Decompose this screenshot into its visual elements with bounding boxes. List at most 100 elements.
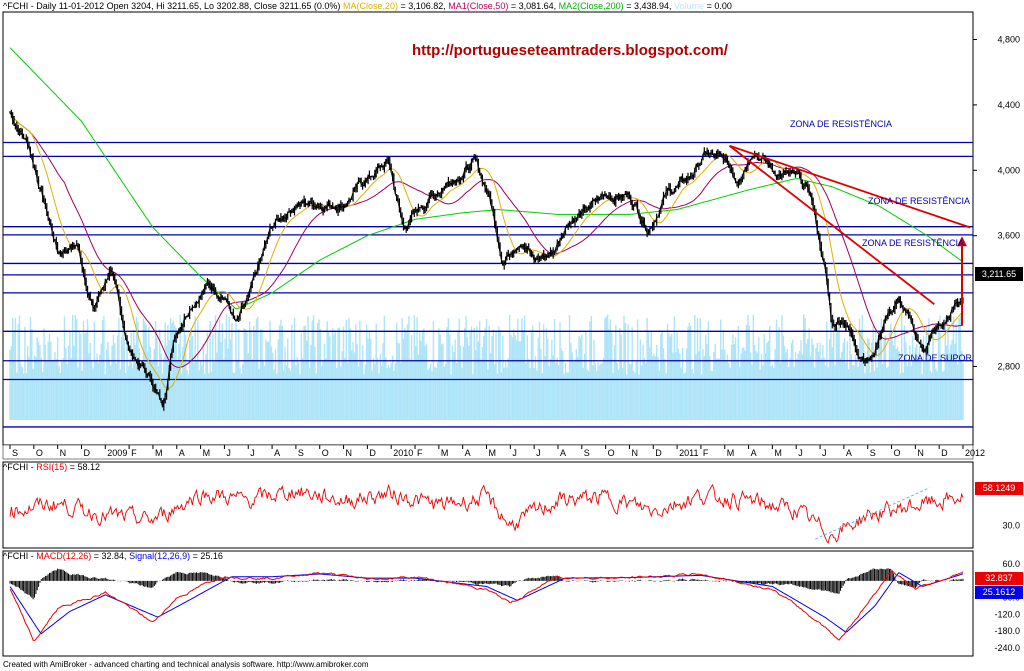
date-tick-label: M — [727, 448, 735, 458]
support-zone-label: ZONA DE SUPORTE — [898, 353, 971, 363]
date-tick-label: J — [536, 448, 541, 458]
date-tick-label: M — [203, 448, 211, 458]
macd-line — [9, 570, 964, 642]
date-tick-label: F — [417, 448, 423, 458]
resistance-trendline — [729, 144, 971, 229]
date-tick-label: S — [584, 448, 590, 458]
price-bars — [9, 109, 964, 411]
macd-label: MACD(12,26) — [36, 551, 92, 561]
date-tick-label: D — [83, 448, 90, 458]
resistance-zone-label: ZONA DE RESISTÊNCIA — [868, 196, 971, 206]
projection-arrow-head — [957, 236, 967, 247]
ma20-label: MA(Close,20) — [342, 1, 398, 11]
date-tick-label: M — [489, 448, 497, 458]
date-tick-label: J — [512, 448, 517, 458]
macd-value-tag: 32.837 — [975, 572, 1023, 585]
ma20-line — [9, 112, 964, 390]
macd-value: = 32.84, — [93, 551, 127, 561]
date-tick-label: S — [298, 448, 304, 458]
date-tick-label: M — [774, 448, 782, 458]
date-tick-label: N — [346, 448, 353, 458]
rsi-header-prefix: ^FCHI - — [3, 462, 34, 472]
ma20-value: = 3,106.82, — [400, 1, 446, 11]
date-tick-label: 2009 — [107, 448, 127, 458]
signal-value-tag-text: 25.1612 — [982, 587, 1016, 597]
date-tick-label: A — [560, 448, 566, 458]
rsi-header: ^FCHI - RSI(15) = 58.12 — [3, 462, 100, 473]
rsi-value: = 58.12 — [69, 462, 101, 472]
ma50-label: MA1(Close,50) — [448, 1, 509, 11]
blog-url-watermark: http://portugueseteamtraders.blogspot.co… — [412, 42, 728, 59]
date-tick-label: N — [917, 448, 924, 458]
macd-tick-label: -240.0 — [994, 643, 1020, 653]
date-axis: S O N D 2009 F M A M J J A S O N D 2010 F M A M J J A S O N D 2011 F M… — [9, 445, 985, 458]
rsi-line — [9, 483, 964, 545]
date-tick-label: M — [155, 448, 163, 458]
date-tick-label: 2011 — [679, 448, 698, 458]
date-tick-label: O — [322, 448, 329, 458]
ma200-line — [9, 47, 964, 310]
price-header: ^FCHI - Daily 11-01-2012 Open 3204, Hi 3… — [3, 1, 732, 12]
price-tick-label: 2,800 — [997, 361, 1020, 371]
signal-value: = 25.16 — [192, 551, 223, 561]
date-tick-label: F — [703, 448, 709, 458]
date-tick-label: O — [36, 448, 43, 458]
macd-header: ^FCHI - MACD(12,26) = 32.84, Signal(12,2… — [3, 551, 223, 562]
rsi-value-tag-text: 58.1249 — [982, 483, 1016, 493]
date-tick-label: D — [369, 448, 376, 458]
date-tick-label: 2010 — [393, 448, 413, 458]
signal-line — [9, 572, 964, 635]
price-header-info: ^FCHI - Daily 11-01-2012 Open 3204, Hi 3… — [3, 1, 341, 11]
macd-tick-label: -120.0 — [994, 609, 1020, 619]
ma200-value: = 3,438.94, — [626, 1, 672, 11]
resistance-zone-label: ZONA DE RESISTÊNCIA — [790, 119, 893, 129]
date-tick-label: F — [131, 448, 137, 458]
macd-pane-frame — [2, 550, 974, 657]
rsi-trendline — [815, 487, 930, 540]
macd-tick-label: -180.0 — [994, 626, 1020, 636]
macd-value-tag-text: 32.837 — [985, 573, 1013, 583]
macd-tick-label: 60.0 — [1002, 559, 1020, 569]
rsi-tick-label: 30.0 — [1002, 520, 1020, 530]
date-tick-label: A — [465, 448, 471, 458]
price-tick-label: 3,600 — [997, 231, 1020, 241]
signal-label: Signal(12,26,9) — [129, 551, 191, 561]
ma50-value: = 3,081.64, — [510, 1, 557, 11]
macd-series — [9, 568, 964, 642]
footer-credit: Created with AmiBroker - advanced charti… — [3, 660, 369, 669]
rsi-label: RSI(15) — [36, 462, 68, 472]
date-tick-label: 2012 — [965, 448, 985, 458]
date-tick-label: A — [274, 448, 280, 458]
close-line — [9, 112, 964, 408]
date-axis-strip — [2, 444, 974, 460]
date-tick-label: D — [655, 448, 662, 458]
price-tick-label: 4,000 — [997, 165, 1020, 175]
date-tick-label: A — [846, 448, 852, 458]
last-price-tag-text: 3,211.65 — [981, 269, 1017, 279]
rsi-series — [9, 483, 964, 545]
support-resistance-lines — [3, 141, 973, 428]
date-tick-label: N — [60, 448, 67, 458]
volume-label: Volume — [674, 1, 705, 11]
date-tick-label: M — [441, 448, 449, 458]
date-tick-label: J — [226, 448, 231, 458]
signal-value-tag: 25.1612 — [975, 586, 1023, 599]
date-tick-label: J — [822, 448, 827, 458]
date-tick-label: S — [870, 448, 876, 458]
trendlines — [728, 144, 971, 326]
price-axis: 4,800 4,400 4,000 3,600 2,800 — [973, 35, 1020, 371]
date-tick-label: N — [631, 448, 638, 458]
moving-averages — [9, 47, 964, 390]
last-price-tag: 3,211.65 — [975, 267, 1023, 281]
volume-value: = 0.00 — [706, 1, 732, 11]
date-tick-label: J — [798, 448, 803, 458]
date-tick-label: S — [12, 448, 18, 458]
rsi-value-tag: 58.1249 — [975, 482, 1023, 495]
ma200-label: MA2(Close,200) — [558, 1, 624, 11]
date-tick-label: D — [941, 448, 948, 458]
volume-bars — [9, 314, 964, 420]
resistance-zone-label: ZONA DE RESISTÊNCIA — [862, 238, 965, 248]
price-tick-label: 4,400 — [997, 100, 1020, 110]
